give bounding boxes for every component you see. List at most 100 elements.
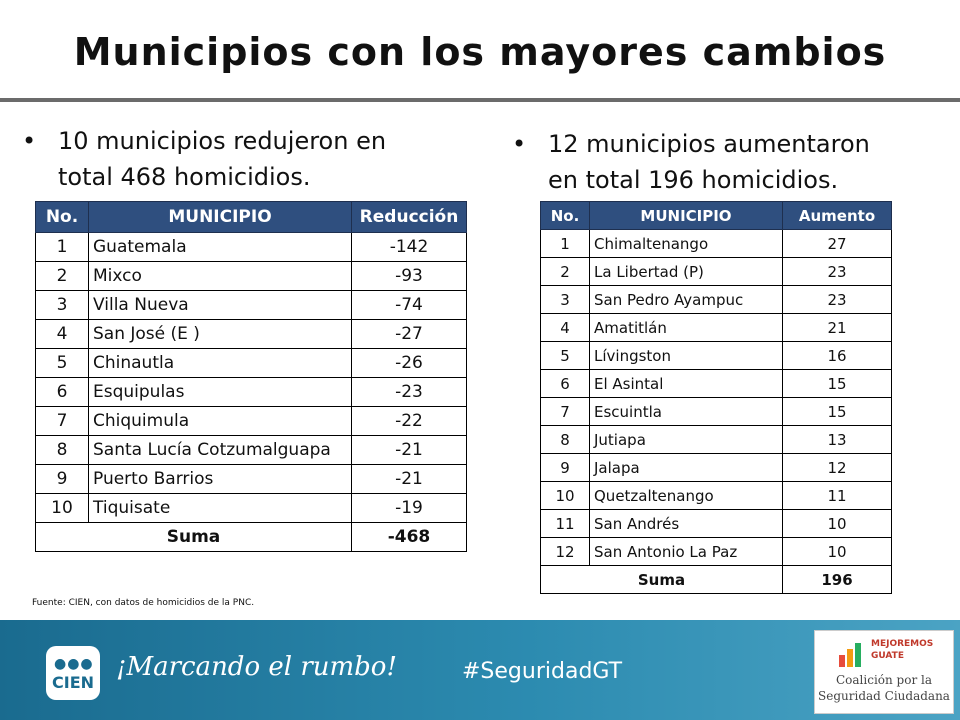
table-row: 7 Chiquimula -22 bbox=[35, 406, 467, 436]
title-divider bbox=[0, 98, 960, 102]
sum-label: Suma bbox=[540, 565, 783, 594]
sum-row: Suma -468 bbox=[35, 522, 467, 552]
row-value: -27 bbox=[351, 319, 467, 349]
row-number: 3 bbox=[35, 290, 89, 320]
row-number: 2 bbox=[540, 257, 590, 286]
row-municipio: Amatitlán bbox=[589, 313, 783, 342]
partner-line2: GUATE bbox=[871, 651, 904, 661]
table-row: 1 Chimaltenango 27 bbox=[540, 229, 892, 258]
bullet-dot: • bbox=[512, 130, 527, 158]
row-value: 12 bbox=[782, 453, 892, 482]
row-municipio: Quetzaltenango bbox=[589, 481, 783, 510]
row-municipio: Santa Lucía Cotzumalguapa bbox=[88, 435, 352, 465]
row-municipio: Jutiapa bbox=[589, 425, 783, 454]
row-value: -93 bbox=[351, 261, 467, 291]
sum-value: -468 bbox=[351, 522, 467, 552]
footer-hashtag: #SeguridadGT bbox=[462, 659, 623, 684]
row-municipio: El Asintal bbox=[589, 369, 783, 398]
left-bullet-line1: 10 municipios redujeron en bbox=[58, 127, 387, 155]
row-municipio: La Libertad (P) bbox=[589, 257, 783, 286]
table-row: 7 Escuintla 15 bbox=[540, 397, 892, 426]
row-number: 4 bbox=[35, 319, 89, 349]
row-value: -22 bbox=[351, 406, 467, 436]
row-municipio: Esquipulas bbox=[88, 377, 352, 407]
table-row: 3 Villa Nueva -74 bbox=[35, 290, 467, 320]
table-row: 11 San Andrés 10 bbox=[540, 509, 892, 538]
row-value: 10 bbox=[782, 509, 892, 538]
row-municipio: Mixco bbox=[88, 261, 352, 291]
row-value: -21 bbox=[351, 435, 467, 465]
coalition-line2: Seguridad Ciudadana bbox=[818, 689, 950, 703]
row-value: -26 bbox=[351, 348, 467, 378]
row-value: 23 bbox=[782, 257, 892, 286]
row-value: -142 bbox=[351, 232, 467, 262]
table-row: 8 Santa Lucía Cotzumalguapa -21 bbox=[35, 435, 467, 465]
page-title: Municipios con los mayores cambios bbox=[73, 30, 887, 74]
row-number: 5 bbox=[540, 341, 590, 370]
row-municipio: San Antonio La Paz bbox=[589, 537, 783, 566]
table-row: 9 Jalapa 12 bbox=[540, 453, 892, 482]
row-value: 15 bbox=[782, 369, 892, 398]
right-bullet-text: 12 municipios aumentaron en total 196 ho… bbox=[548, 126, 870, 198]
left-bullet-text: 10 municipios redujeron en total 468 hom… bbox=[58, 123, 386, 195]
table-header-row: No. MUNICIPIO Reducción bbox=[35, 201, 467, 233]
row-value: 23 bbox=[782, 285, 892, 314]
left-bullet-line2: total 468 homicidios. bbox=[58, 163, 311, 191]
bullet-dot: • bbox=[22, 127, 37, 155]
increase-table: No. MUNICIPIO Aumento 1 Chimaltenango 27 2 L… bbox=[540, 201, 892, 594]
table-row: 9 Puerto Barrios -21 bbox=[35, 464, 467, 494]
mejoremos-guate-icon bbox=[839, 643, 861, 667]
table-header-row: No. MUNICIPIO Aumento bbox=[540, 201, 892, 230]
table-row: 1 Guatemala -142 bbox=[35, 232, 467, 262]
row-municipio: Lívingston bbox=[589, 341, 783, 370]
row-number: 4 bbox=[540, 313, 590, 342]
row-municipio: Chimaltenango bbox=[589, 229, 783, 258]
row-value: -19 bbox=[351, 493, 467, 523]
row-municipio: San José (E ) bbox=[88, 319, 352, 349]
row-value: 11 bbox=[782, 481, 892, 510]
row-value: 16 bbox=[782, 341, 892, 370]
row-number: 9 bbox=[540, 453, 590, 482]
header-no: No. bbox=[540, 201, 590, 230]
row-number: 3 bbox=[540, 285, 590, 314]
logo-text: CIEN bbox=[52, 673, 95, 692]
table-row: 5 Chinautla -26 bbox=[35, 348, 467, 378]
header-no: No. bbox=[35, 201, 89, 233]
right-bullet-line1: 12 municipios aumentaron bbox=[548, 130, 870, 158]
table-row: 4 Amatitlán 21 bbox=[540, 313, 892, 342]
row-number: 1 bbox=[35, 232, 89, 262]
table-row: 2 La Libertad (P) 23 bbox=[540, 257, 892, 286]
row-value: 27 bbox=[782, 229, 892, 258]
table-row: 5 Lívingston 16 bbox=[540, 341, 892, 370]
sum-label: Suma bbox=[35, 522, 352, 552]
row-value: -74 bbox=[351, 290, 467, 320]
row-number: 8 bbox=[540, 425, 590, 454]
table-row: 12 San Antonio La Paz 10 bbox=[540, 537, 892, 566]
increase-table-body: 1 Chimaltenango 27 2 La Libertad (P) 23 3 San P… bbox=[540, 229, 892, 594]
footer-bar bbox=[0, 620, 960, 720]
row-number: 10 bbox=[540, 481, 590, 510]
header-municipio: MUNICIPIO bbox=[88, 201, 352, 233]
row-number: 7 bbox=[540, 397, 590, 426]
row-municipio: Jalapa bbox=[589, 453, 783, 482]
row-municipio: Chinautla bbox=[88, 348, 352, 378]
footer-slogan: ¡Marcando el rumbo! bbox=[116, 652, 397, 682]
header-aumento: Aumento bbox=[782, 201, 892, 230]
table-row: 10 Tiquisate -19 bbox=[35, 493, 467, 523]
row-value: 10 bbox=[782, 537, 892, 566]
table-row: 3 San Pedro Ayampuc 23 bbox=[540, 285, 892, 314]
coalition-line1: Coalición por la bbox=[835, 673, 932, 687]
row-value: 15 bbox=[782, 397, 892, 426]
row-number: 9 bbox=[35, 464, 89, 494]
sum-row: Suma 196 bbox=[540, 565, 892, 594]
source-note: Fuente: CIEN, con datos de homicidios de… bbox=[32, 598, 255, 608]
logo-dots-icon: ●●● bbox=[54, 656, 94, 672]
row-municipio: San Andrés bbox=[589, 509, 783, 538]
row-number: 7 bbox=[35, 406, 89, 436]
header-municipio: MUNICIPIO bbox=[589, 201, 783, 230]
cien-logo: ●●● CIEN bbox=[46, 646, 100, 700]
row-number: 8 bbox=[35, 435, 89, 465]
row-number: 10 bbox=[35, 493, 89, 523]
row-number: 5 bbox=[35, 348, 89, 378]
partner-line1: MEJOREMOS bbox=[871, 639, 934, 649]
